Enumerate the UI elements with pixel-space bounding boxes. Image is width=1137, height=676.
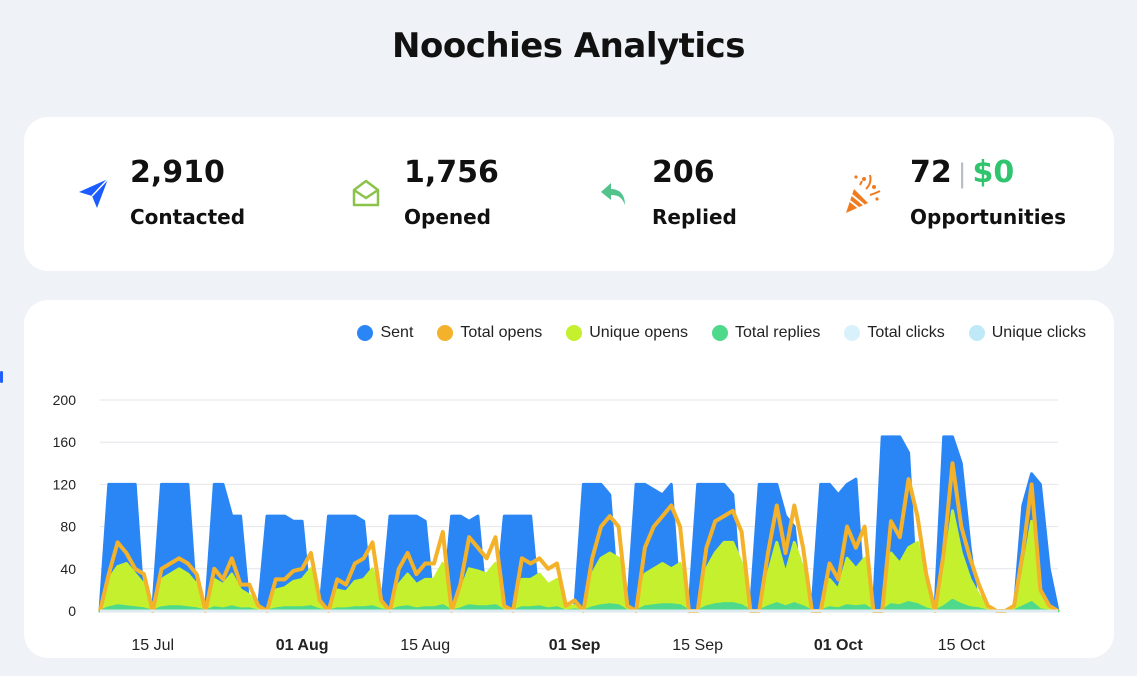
legend-label: Sent bbox=[380, 324, 414, 341]
y-tick-label: 40 bbox=[60, 561, 76, 577]
stat-value-amount: $0 bbox=[972, 155, 1015, 190]
stat-value-text: 206 bbox=[652, 155, 715, 190]
stat-value: 2,910 bbox=[130, 155, 225, 190]
legend-dot bbox=[566, 325, 583, 341]
legend-item[interactable]: Total replies bbox=[712, 324, 820, 342]
y-tick-label: 0 bbox=[68, 603, 76, 619]
legend-label: Total clicks bbox=[867, 324, 945, 341]
open-envelope-icon bbox=[350, 177, 390, 217]
legend-label: Unique opens bbox=[589, 324, 688, 341]
legend-dot bbox=[357, 325, 374, 341]
series-total-opens-line bbox=[98, 461, 1060, 613]
y-tick-label: 120 bbox=[53, 476, 77, 492]
x-tick-label: 15 Sep bbox=[672, 637, 723, 654]
stat-label: Opportunities bbox=[910, 205, 1067, 229]
legend-dot bbox=[437, 325, 454, 341]
y-tick-label: 80 bbox=[60, 519, 76, 535]
stat-label: Opened bbox=[404, 205, 492, 229]
legend-label: Total replies bbox=[735, 324, 821, 341]
y-tick-label: 160 bbox=[53, 434, 77, 450]
party-popper-icon bbox=[842, 171, 882, 213]
stats-card: 2,910 Contacted 1,756 Opened 206 Replied bbox=[24, 117, 1114, 271]
legend-label: Total opens bbox=[460, 324, 543, 341]
x-tick-label: 15 Aug bbox=[400, 637, 450, 654]
legend-item[interactable]: Sent bbox=[357, 324, 413, 342]
legend-item[interactable]: Unique opens bbox=[566, 324, 688, 342]
reply-arrow-icon bbox=[598, 177, 638, 217]
scroll-marker bbox=[0, 371, 3, 383]
series-sent-area bbox=[98, 435, 1060, 613]
legend-item[interactable]: Total opens bbox=[437, 324, 542, 342]
analytics-chart: 0 40 80 120 160 200 15 Jul 01 Aug 15 Aug 01 Sep 15… bbox=[53, 392, 1060, 654]
chart-card: Sent Total opens Unique opens Total replies… bbox=[24, 300, 1114, 658]
stat-value-count: 72 bbox=[910, 155, 952, 190]
y-tick-label: 200 bbox=[53, 392, 77, 408]
stat-label: Contacted bbox=[130, 205, 246, 229]
legend-dot bbox=[844, 325, 861, 341]
stat-separator: | bbox=[957, 159, 967, 189]
stat-value: 72 | $0 bbox=[910, 155, 1014, 190]
chart-legend: Sent Total opens Unique opens Total replies… bbox=[357, 324, 1086, 342]
x-tick-label: 01 Sep bbox=[549, 637, 601, 654]
legend-item[interactable]: Total clicks bbox=[844, 324, 945, 342]
stat-label: Replied bbox=[652, 205, 737, 229]
x-tick-label: 01 Aug bbox=[276, 637, 329, 654]
stat-value: 206 bbox=[652, 155, 715, 190]
x-tick-label: 15 Oct bbox=[938, 637, 986, 654]
stat-value: 1,756 bbox=[404, 155, 499, 190]
paper-plane-icon bbox=[76, 175, 116, 215]
legend-label: Unique clicks bbox=[991, 324, 1086, 341]
x-tick-label: 01 Oct bbox=[814, 637, 864, 654]
page-title: Noochies Analytics bbox=[392, 26, 745, 66]
legend-item[interactable]: Unique clicks bbox=[968, 324, 1086, 342]
x-tick-label: 15 Jul bbox=[131, 637, 174, 654]
legend-dot bbox=[712, 325, 728, 341]
legend-dot bbox=[968, 325, 985, 341]
